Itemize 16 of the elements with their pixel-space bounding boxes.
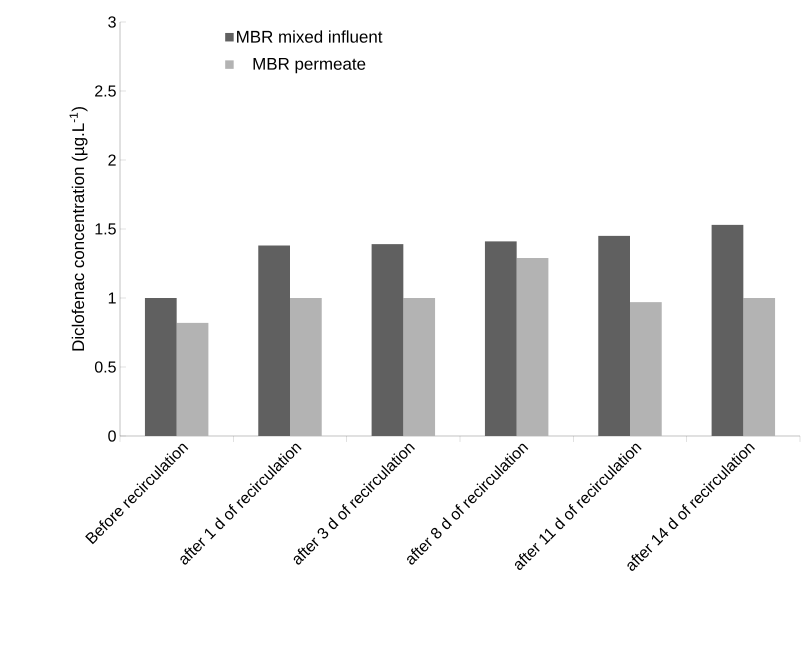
bar xyxy=(403,298,436,436)
bar xyxy=(290,298,322,436)
y-tick-label: 0.5 xyxy=(94,361,116,373)
y-tick-label: 2.5 xyxy=(95,85,116,97)
legend-label: MBR mixed influent xyxy=(237,30,382,43)
y-tick-label: 2 xyxy=(108,154,116,166)
bar xyxy=(516,258,548,436)
bar xyxy=(630,302,662,436)
y-axis-title: Diclofenac concentration (µg.L$^{-1}$) xyxy=(70,107,88,351)
bar xyxy=(743,298,776,436)
bar xyxy=(176,322,208,436)
y-tick-label: 0 xyxy=(108,430,116,442)
legend-label: MBR permeate xyxy=(254,58,366,74)
y-tick-label: 1.5 xyxy=(96,223,116,235)
y-tick-label: 3 xyxy=(108,16,116,28)
y-tick-label: 1 xyxy=(108,292,116,304)
